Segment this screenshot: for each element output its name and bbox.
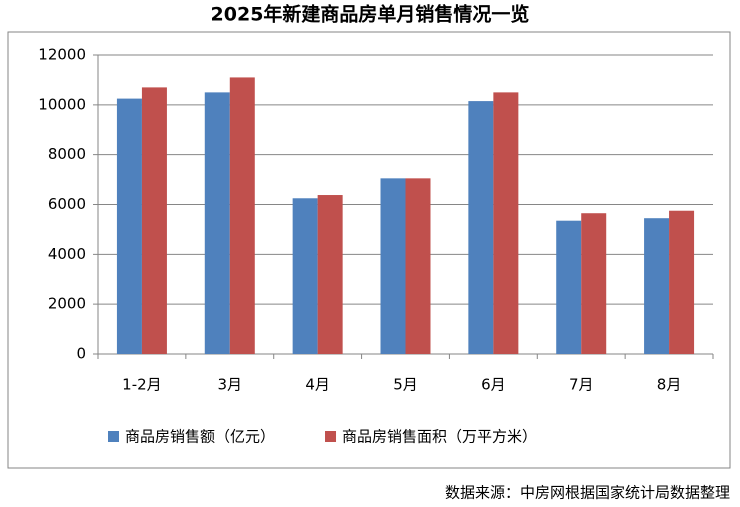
bar	[468, 101, 494, 355]
bar	[229, 77, 255, 355]
chart-title: 2025年新建商品房单月销售情况一览	[211, 3, 530, 26]
x-tick-label: 7月	[569, 376, 594, 394]
bar	[317, 195, 343, 354]
bar	[644, 218, 670, 354]
x-tick-label: 3月	[218, 376, 243, 394]
legend-swatch	[108, 431, 119, 442]
bar	[292, 198, 318, 354]
bar	[669, 210, 695, 354]
bar	[405, 178, 431, 354]
y-tick-label: 12000	[38, 46, 86, 64]
bar	[556, 220, 582, 354]
legend-swatch	[325, 431, 337, 442]
legend-label: 商品房销售额（亿元）	[125, 428, 275, 446]
chart-frame	[7, 31, 731, 469]
bar	[380, 178, 406, 354]
y-tick-label: 0	[76, 345, 86, 363]
bar	[204, 92, 230, 354]
y-tick-label: 6000	[48, 195, 86, 213]
bar	[581, 213, 607, 354]
x-tick-label: 1-2月	[122, 376, 162, 394]
bar	[493, 92, 519, 354]
x-tick-label: 4月	[305, 376, 330, 394]
x-tick-label: 6月	[481, 376, 506, 394]
source-note: 数据来源：中房网根据国家统计局数据整理	[445, 484, 730, 502]
bar	[116, 98, 142, 355]
bar	[141, 87, 167, 355]
y-tick-label: 2000	[48, 295, 86, 313]
x-tick-label: 5月	[393, 376, 418, 394]
x-tick-label: 8月	[657, 376, 682, 394]
y-tick-label: 4000	[48, 245, 86, 263]
legend-label: 商品房销售面积（万平方米）	[342, 428, 537, 446]
y-tick-label: 8000	[48, 145, 86, 163]
y-tick-label: 10000	[38, 95, 86, 113]
